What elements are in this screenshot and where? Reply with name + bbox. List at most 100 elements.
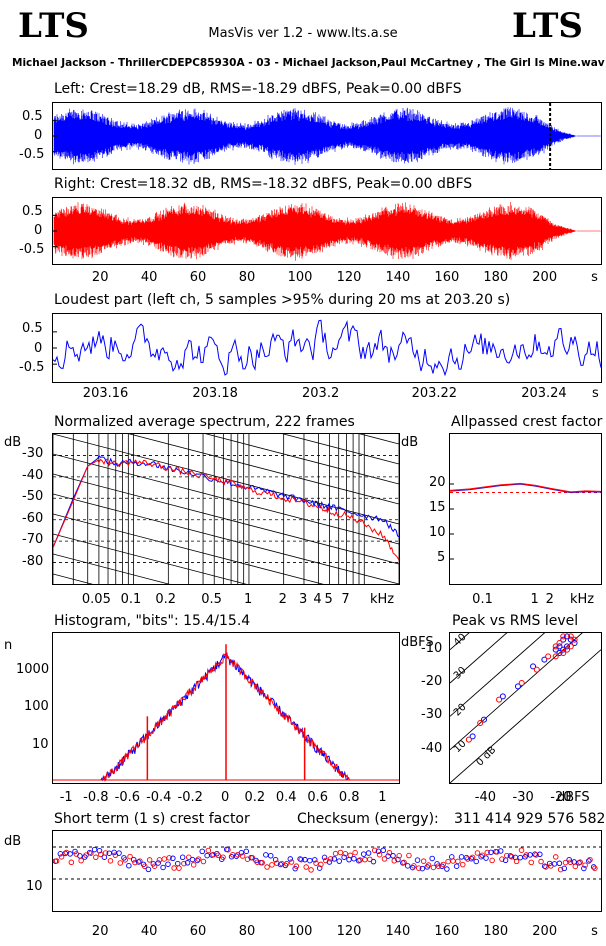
short-crest-xtick-9: 200 — [532, 924, 558, 939]
short-crest-left-point — [179, 854, 186, 861]
loud-xtick-4: 203.24 — [521, 386, 567, 401]
right-ytick-3: -0.5 — [19, 242, 45, 257]
allpassed-xtick-2: 2 — [545, 592, 554, 607]
histogram-ytick-0: 1000 — [16, 661, 50, 677]
short-crest-right-point — [504, 852, 510, 859]
short-crest-right-point — [190, 862, 197, 868]
short-crest-right-point — [171, 865, 177, 871]
short-crest-left-point — [473, 858, 479, 865]
time-xtick-8: 180 — [483, 270, 509, 285]
histogram-plot — [52, 632, 400, 784]
peak-rms-xtick-2: -20 — [550, 790, 572, 805]
left-waveform-title: Left: Crest=18.29 dB, RMS=-18.29 dBFS, P… — [54, 81, 462, 97]
short-crest-left-point — [375, 848, 382, 855]
short-crest-left-point — [390, 853, 396, 859]
allpassed-xtick-1: 1 — [530, 592, 539, 607]
allpassed-ytick-3: 5 — [437, 550, 446, 565]
short-crest-right-point — [293, 863, 300, 869]
short-crest-right-point — [494, 849, 500, 855]
histogram-xtick-8: 0.6 — [307, 790, 329, 805]
short-crest-right-point — [78, 857, 84, 864]
short-crest-right-point — [156, 857, 163, 863]
short-crest-right-point — [538, 858, 544, 865]
short-crest-left-point — [497, 848, 504, 854]
peak-rms-xlabel: dBFS — [557, 790, 590, 805]
peak-rms-left-point-9 — [564, 633, 571, 640]
spectrum-slope-11 — [53, 493, 399, 584]
short-crest-left-point — [590, 864, 597, 870]
peak-rms-left-point-12 — [564, 643, 571, 650]
short-crest-left-point — [267, 853, 274, 859]
short-crest-right-point — [215, 852, 221, 859]
short-crest-plot — [52, 830, 602, 912]
peak-rms-ytick-2: -30 — [421, 707, 443, 723]
short-crest-svg — [53, 846, 601, 880]
short-crest-right-point — [567, 859, 574, 866]
short-crest-left-point — [263, 852, 269, 858]
short-crest-left-point — [233, 853, 240, 859]
spectrum-slope-9 — [53, 453, 399, 545]
peak-rms-right-point-7 — [556, 640, 563, 646]
time-xtick-3: 80 — [238, 270, 256, 285]
short-crest-left-point — [175, 860, 181, 867]
short-crest-left-point — [351, 855, 357, 862]
loudest-part-title: Loudest part (left ch, 5 samples >95% du… — [54, 292, 511, 308]
short-crest-left-point — [130, 856, 137, 863]
short-crest-left-point — [370, 858, 377, 865]
right-ytick-1: 0.5 — [22, 204, 43, 219]
short-crest-right-point — [499, 856, 505, 862]
short-crest-right-point — [386, 849, 393, 856]
short-crest-left-point — [429, 855, 435, 862]
short-crest-right-point — [107, 858, 114, 864]
short-crest-right-point — [122, 857, 128, 863]
allpassed-right-trace — [450, 482, 601, 493]
short-crest-left-point — [116, 850, 122, 856]
short-crest-right-point — [176, 865, 182, 871]
short-crest-right-point — [249, 855, 256, 861]
loud-ytick-3: -0.5 — [19, 360, 45, 375]
allpassed-ylabel: dB — [401, 435, 419, 450]
short-crest-left-point — [346, 856, 352, 863]
short-crest-right-point — [552, 854, 559, 860]
peak-rms-right-point-14 — [552, 653, 559, 660]
spectrum-slope-13 — [53, 533, 247, 584]
allpassed-plot — [449, 433, 602, 585]
short-crest-right-point — [376, 851, 383, 858]
short-crest-right-point — [83, 852, 89, 858]
short-crest-left-point — [165, 861, 171, 867]
spectrum-xtick-9: 7 — [341, 592, 350, 607]
loud-xtick-2: 203.2 — [302, 386, 340, 401]
peak-rms-right-point-10 — [571, 636, 578, 643]
short-crest-left-point — [160, 864, 166, 871]
left-ytick-2: 0 — [34, 128, 43, 143]
short-crest-xtick-5: 120 — [336, 924, 362, 939]
short-crest-right-point — [269, 862, 275, 868]
short-crest-left-point — [272, 856, 279, 863]
short-crest-left-point — [302, 856, 308, 863]
spectrum-plot — [52, 433, 400, 585]
short-crest-right-point — [195, 856, 202, 862]
allpassed-xtick-0: 0.1 — [472, 592, 493, 607]
short-crest-right-point — [450, 858, 456, 864]
crest-line-3 — [450, 633, 583, 751]
peak-rms-right-point-13 — [560, 650, 567, 656]
histogram-xtick-1: -0.8 — [83, 790, 109, 805]
short-crest-left-point — [419, 865, 426, 872]
crest-line-1 — [450, 633, 508, 684]
short-crest-right-point — [513, 858, 520, 865]
right-waveform-trace — [53, 202, 601, 261]
short-crest-xtick-0: 20 — [91, 924, 109, 939]
version-text: MasVis ver 1.2 - www.lts.a.se — [208, 26, 398, 41]
loud-xtick-0: 203.16 — [82, 386, 129, 401]
short-crest-left-point — [478, 853, 484, 860]
short-crest-right-point — [371, 847, 378, 854]
short-crest-left-point — [194, 857, 201, 864]
short-crest-left-point — [91, 846, 98, 853]
peak-rms-right-point-6 — [552, 643, 559, 650]
loud-ytick-1: 0.5 — [22, 321, 43, 336]
short-crest-left-point — [360, 851, 367, 857]
short-crest-right-point — [391, 857, 398, 864]
short-crest-right-point — [225, 847, 231, 853]
short-crest-left-point — [312, 857, 318, 863]
short-crest-right-point — [239, 853, 246, 859]
